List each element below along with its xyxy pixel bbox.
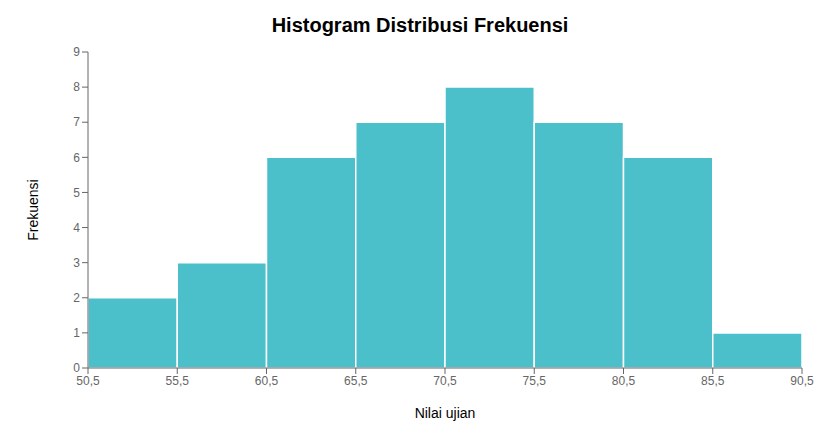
svg-text:Nilai ujian: Nilai ujian bbox=[415, 405, 476, 421]
svg-text:3: 3 bbox=[73, 256, 80, 270]
svg-text:65,5: 65,5 bbox=[344, 374, 368, 388]
svg-text:0: 0 bbox=[73, 361, 80, 375]
svg-text:85,5: 85,5 bbox=[701, 374, 725, 388]
svg-text:75,5: 75,5 bbox=[523, 374, 547, 388]
svg-text:50,5: 50,5 bbox=[76, 374, 100, 388]
svg-text:90,5: 90,5 bbox=[790, 374, 814, 388]
svg-text:2: 2 bbox=[73, 291, 80, 305]
svg-text:55,5: 55,5 bbox=[166, 374, 190, 388]
html-text:Histogram Distribusi Frekuensi: Histogram Distribusi Frekuensi bbox=[271, 14, 569, 36]
svg-text:80,5: 80,5 bbox=[612, 374, 636, 388]
svg-text:4: 4 bbox=[73, 221, 80, 235]
svg-text:70,5: 70,5 bbox=[433, 374, 457, 388]
svg-text:60,5: 60,5 bbox=[255, 374, 279, 388]
svg-text:1: 1 bbox=[73, 326, 80, 340]
svg-text:Frekuensi: Frekuensi bbox=[25, 179, 41, 240]
svg-text:6: 6 bbox=[73, 151, 80, 165]
svg-text:9: 9 bbox=[73, 45, 80, 59]
svg-text:7: 7 bbox=[73, 115, 80, 129]
svg-text:5: 5 bbox=[73, 186, 80, 200]
svg-text:8: 8 bbox=[73, 80, 80, 94]
